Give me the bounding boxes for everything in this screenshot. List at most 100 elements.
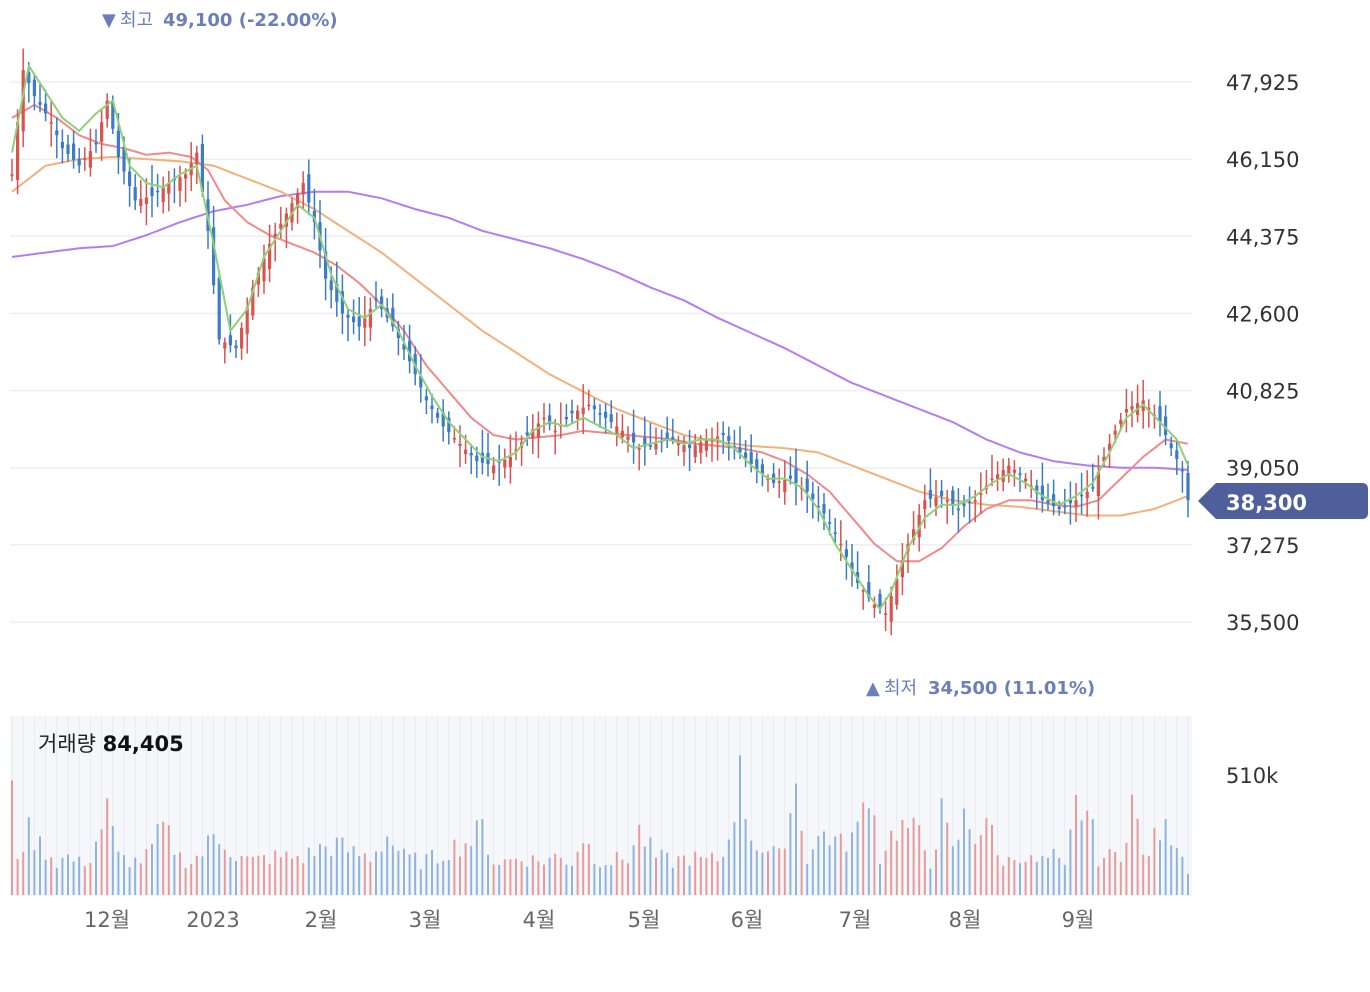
candle-body bbox=[217, 277, 221, 340]
volume-bar bbox=[162, 821, 165, 895]
volume-bar bbox=[1164, 819, 1167, 895]
candle-body bbox=[77, 158, 81, 166]
volume-bar bbox=[324, 846, 327, 895]
volume-bar bbox=[397, 850, 400, 895]
volume-bar bbox=[386, 836, 389, 895]
volume-bar bbox=[649, 837, 652, 895]
volume-bar bbox=[1142, 854, 1145, 895]
volume-bar bbox=[1019, 863, 1021, 895]
volume-bar bbox=[1103, 857, 1105, 895]
price-tick-label: 44,375 bbox=[1226, 225, 1299, 249]
volume-bar bbox=[907, 828, 909, 895]
candle-body bbox=[335, 284, 339, 302]
volume-bar bbox=[839, 833, 842, 895]
volume-bar bbox=[1175, 847, 1178, 895]
candle-body bbox=[430, 405, 434, 410]
ma120-path bbox=[11, 190, 1189, 471]
volume-bar bbox=[274, 850, 277, 895]
volume-bar bbox=[1131, 794, 1133, 895]
volume-bar bbox=[979, 835, 982, 895]
candle-body bbox=[643, 437, 647, 447]
volume-bar bbox=[722, 856, 725, 895]
candle-body bbox=[380, 296, 384, 310]
volume-bar bbox=[1187, 873, 1189, 895]
candle-body bbox=[682, 445, 686, 452]
volume-bar bbox=[408, 854, 411, 895]
candle-body bbox=[27, 71, 31, 84]
candle-body bbox=[251, 287, 255, 316]
volume-bar bbox=[677, 856, 680, 895]
candle-body bbox=[1158, 406, 1162, 423]
candle-body bbox=[1113, 430, 1117, 435]
low-marker-value: 34,500 (11.01%) bbox=[928, 678, 1095, 699]
candle-body bbox=[340, 291, 344, 314]
candle-body bbox=[1074, 500, 1078, 507]
price-tick-label: 39,050 bbox=[1226, 457, 1299, 481]
volume-bar bbox=[257, 855, 260, 895]
ma120-line bbox=[11, 190, 1189, 471]
candle-body bbox=[934, 497, 938, 506]
volume-bar bbox=[683, 855, 685, 895]
candle-body bbox=[576, 410, 580, 419]
candle-body bbox=[704, 439, 708, 451]
volume-bar bbox=[268, 864, 271, 895]
volume-bar bbox=[134, 857, 137, 895]
volume-bar bbox=[862, 802, 865, 895]
time-axis-label: 9월 bbox=[1062, 908, 1095, 932]
candle-body bbox=[1007, 465, 1011, 476]
volume-bar bbox=[783, 848, 786, 895]
candle-body bbox=[200, 144, 204, 192]
candle-body bbox=[436, 412, 440, 418]
volume-bar bbox=[1147, 855, 1150, 895]
candle-body bbox=[716, 436, 720, 439]
candle-body bbox=[284, 213, 288, 227]
candle-body bbox=[1012, 469, 1016, 473]
candle-body bbox=[872, 604, 876, 608]
volume-bar bbox=[1013, 860, 1016, 895]
volume-bar bbox=[643, 846, 646, 895]
candle-body bbox=[21, 70, 25, 132]
candle-body bbox=[676, 442, 680, 445]
candle-body bbox=[749, 452, 753, 465]
volume-bar bbox=[453, 839, 456, 895]
candle-body bbox=[805, 478, 809, 492]
price-tick-label: 37,275 bbox=[1226, 534, 1299, 558]
volume-bar bbox=[912, 817, 915, 895]
candle-body bbox=[195, 152, 199, 165]
volume-bar bbox=[593, 863, 596, 895]
volume-bar bbox=[627, 863, 629, 895]
candle-body bbox=[923, 500, 927, 510]
volume-bar bbox=[559, 857, 562, 895]
current-price-tag-shape bbox=[1198, 483, 1368, 519]
volume-bar bbox=[974, 844, 977, 895]
volume-bar bbox=[184, 867, 187, 895]
candle-body bbox=[1052, 494, 1056, 507]
volume-bar bbox=[190, 864, 193, 895]
candle-body bbox=[1035, 485, 1039, 494]
candle-body bbox=[968, 501, 972, 504]
volume-bar bbox=[128, 867, 131, 895]
volume-bar bbox=[1108, 849, 1111, 895]
candle-body bbox=[587, 404, 591, 407]
candle-body bbox=[570, 410, 574, 414]
volume-bar bbox=[33, 850, 36, 895]
candle-body bbox=[72, 143, 76, 160]
candle-body bbox=[514, 449, 518, 452]
candle-body bbox=[581, 407, 585, 414]
time-axis-label: 4월 bbox=[523, 908, 556, 932]
candle-body bbox=[1057, 506, 1061, 510]
volume-bar bbox=[235, 861, 237, 895]
volume-bar bbox=[195, 855, 198, 895]
candle-body bbox=[133, 187, 137, 201]
volume-bar bbox=[1002, 865, 1005, 895]
volume-bar bbox=[744, 819, 747, 895]
candle-body bbox=[945, 500, 949, 502]
volume-bar bbox=[229, 857, 232, 895]
volume-bar bbox=[929, 868, 932, 895]
candle-body bbox=[1096, 472, 1100, 497]
volume-bar bbox=[509, 859, 512, 895]
volume-axis-max: 510k bbox=[1226, 764, 1279, 788]
candle-body bbox=[55, 130, 59, 136]
price-gridlines bbox=[10, 81, 1192, 623]
